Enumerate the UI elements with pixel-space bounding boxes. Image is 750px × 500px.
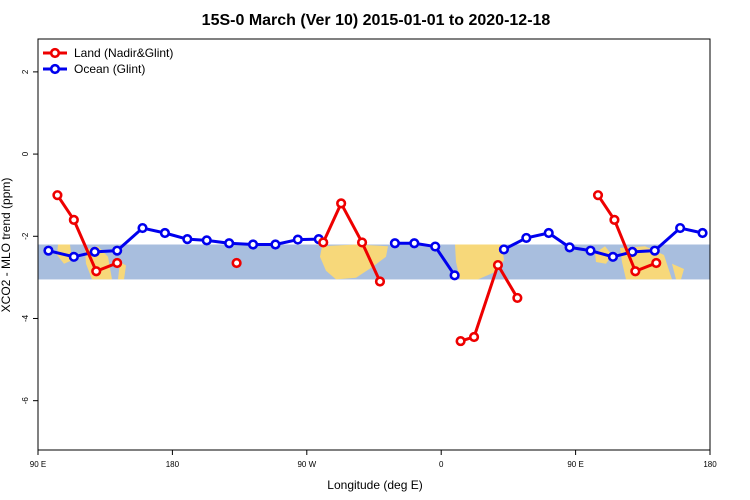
land-point [609, 214, 620, 225]
ocean-point [498, 244, 510, 255]
ocean-point [292, 234, 303, 245]
land-series-line [56, 194, 118, 273]
ocean-point [68, 251, 79, 262]
ocean-point [564, 242, 575, 253]
y-tick-label: -2 [21, 232, 30, 240]
y-axis-label: XCO2 - MLO trend (ppm) [0, 178, 13, 313]
ocean-point [409, 238, 420, 249]
ocean-point [430, 241, 441, 252]
land-shape [455, 244, 504, 280]
land-shape [672, 263, 684, 280]
ocean-point [697, 227, 708, 239]
y-tick-label: 0 [21, 151, 30, 156]
ocean-point [201, 235, 212, 246]
land-point [455, 335, 466, 347]
chart-title: 15S-0 March (Ver 10) 2015-01-01 to 2020-… [202, 12, 551, 29]
x-axis-label: Longitude (deg E) [327, 478, 422, 492]
plot-frame [37, 38, 711, 451]
y-tick-label: -6 [21, 397, 30, 405]
land-point [374, 276, 386, 287]
y-tick-label: 2 [21, 69, 30, 74]
legend-land-label: Land (Nadir&Glint) [74, 46, 173, 60]
land-point [336, 198, 347, 209]
land-point [651, 257, 662, 269]
land-point [68, 214, 79, 225]
land-point [468, 331, 480, 343]
land-point [231, 257, 242, 269]
land-series-line [321, 201, 382, 283]
x-tick-label: 90 E [567, 460, 583, 469]
ocean-point [224, 238, 235, 249]
x-tick-label: 0 [439, 460, 444, 469]
legend-ocean-label: Ocean (Glint) [74, 62, 145, 76]
ocean-point [675, 222, 686, 234]
ocean-point [43, 245, 54, 256]
ocean-point [543, 227, 554, 239]
ocean-point [270, 239, 281, 250]
ocean-point [449, 270, 460, 281]
map-band [38, 244, 710, 280]
land-point [91, 266, 102, 277]
ocean-series-line [394, 241, 456, 277]
x-tick-label: 180 [703, 460, 717, 469]
series-layer [43, 190, 708, 347]
ocean-point [112, 245, 123, 256]
ocean-point [521, 232, 532, 244]
land-point [492, 259, 504, 271]
land-point [592, 190, 604, 201]
land-series-line [596, 194, 657, 273]
legend-ocean-marker [49, 63, 61, 75]
ocean-point [607, 251, 619, 262]
ocean-point [247, 239, 259, 250]
land-point [112, 257, 123, 269]
land-point [52, 190, 63, 201]
land-point [356, 237, 368, 248]
ocean-point [89, 246, 100, 257]
ocean-point [389, 238, 401, 249]
x-tick-label: 90 W [297, 460, 316, 469]
land-point [512, 292, 523, 304]
ocean-point [182, 234, 193, 245]
ocean-point [585, 245, 596, 256]
x-tick-label: 180 [166, 460, 180, 469]
y-tick-label: -4 [21, 314, 30, 322]
land-point [630, 266, 641, 277]
x-axis: 90 E 180 90 W 0 90 E 180 [30, 450, 717, 469]
legend-land-marker [49, 47, 61, 59]
ocean-point [159, 227, 171, 239]
land-series-line [460, 263, 519, 343]
ocean-series-line [503, 226, 703, 259]
land-point [318, 237, 329, 248]
ocean-point [649, 245, 660, 256]
ocean-point [137, 222, 148, 234]
y-axis: 2 0 -2 -4 -6 [21, 69, 38, 404]
x-tick-label: 90 E [30, 460, 46, 469]
land-shape [320, 244, 388, 280]
legend: Land (Nadir&Glint) Ocean (Glint) [43, 46, 173, 76]
